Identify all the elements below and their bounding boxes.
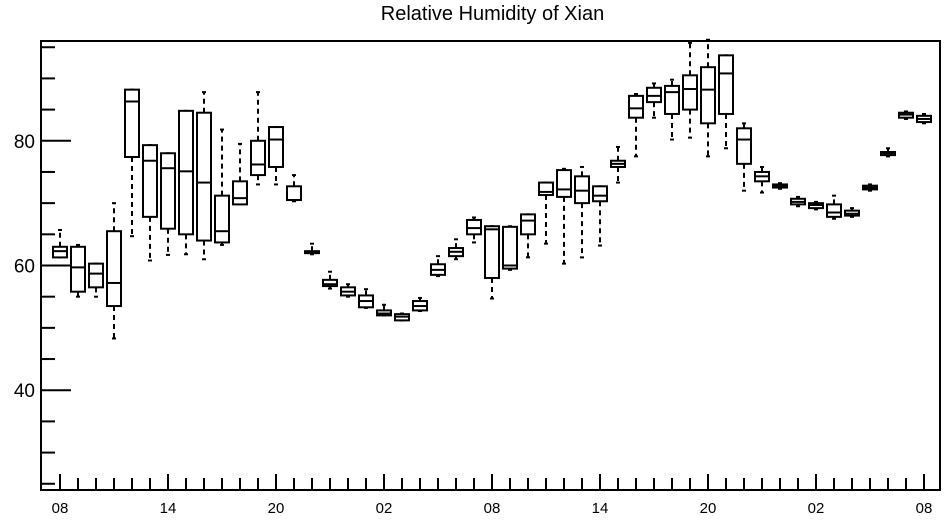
box-iqr bbox=[250, 139, 266, 177]
box-plot-item bbox=[268, 126, 284, 186]
box-iqr bbox=[106, 230, 122, 308]
box-plot-item bbox=[358, 288, 374, 309]
box-plot-item bbox=[88, 262, 104, 298]
box-iqr bbox=[196, 111, 212, 242]
box-plot-item bbox=[736, 122, 752, 192]
y-tick-label: 40 bbox=[14, 381, 35, 402]
box-plot-item bbox=[844, 207, 860, 218]
box-iqr bbox=[268, 126, 284, 168]
box-plot-item bbox=[772, 182, 788, 190]
box-plot-item bbox=[142, 144, 158, 262]
box-iqr bbox=[70, 245, 86, 293]
box-iqr bbox=[286, 185, 302, 202]
box-plot-item bbox=[394, 312, 410, 322]
box-iqr bbox=[592, 185, 608, 203]
box-series bbox=[52, 38, 932, 340]
box-plot-item bbox=[322, 270, 338, 290]
y-tick-label: 80 bbox=[14, 132, 35, 153]
box-iqr bbox=[484, 225, 500, 279]
x-tick-label: 08 bbox=[484, 500, 501, 517]
box-plot-item bbox=[700, 38, 716, 158]
box-plot-item bbox=[448, 238, 464, 261]
x-tick-label: 14 bbox=[592, 500, 609, 517]
box-iqr bbox=[322, 278, 338, 288]
box-plot-item bbox=[502, 225, 518, 271]
box-iqr bbox=[142, 144, 158, 218]
box-plot-item bbox=[610, 146, 626, 184]
box-plot-item bbox=[520, 213, 536, 259]
box-plot-item bbox=[826, 194, 842, 220]
box-iqr bbox=[700, 66, 716, 125]
box-plot-item bbox=[70, 243, 86, 298]
box-iqr bbox=[538, 181, 554, 197]
chart-title: Relative Humidity of Xian bbox=[380, 3, 605, 25]
x-tick-label: 08 bbox=[916, 500, 933, 517]
x-tick-label: 02 bbox=[808, 500, 825, 517]
box-plot-item bbox=[196, 91, 212, 261]
box-plot-item bbox=[664, 78, 680, 141]
box-plot-item bbox=[682, 41, 698, 139]
box-plot-item bbox=[430, 255, 446, 278]
box-iqr bbox=[664, 84, 680, 115]
box-plot-item bbox=[538, 181, 554, 245]
box-plot-item bbox=[556, 167, 572, 265]
box-iqr bbox=[736, 127, 752, 165]
box-plot-item bbox=[232, 142, 248, 206]
x-tick-label: 20 bbox=[268, 500, 285, 517]
y-axis: 40 60 80 bbox=[14, 46, 71, 485]
box-iqr bbox=[178, 109, 194, 236]
box-plot-item bbox=[160, 152, 176, 256]
box-plot-item bbox=[880, 147, 896, 158]
box-plot-item bbox=[214, 128, 230, 246]
x-tick-label: 08 bbox=[52, 500, 69, 517]
box-iqr bbox=[232, 180, 248, 206]
y-tick-label: 60 bbox=[14, 257, 35, 278]
box-plot-item bbox=[862, 183, 878, 192]
box-plot-item bbox=[808, 200, 824, 211]
x-tick-label: 14 bbox=[160, 500, 177, 517]
box-plot-item bbox=[286, 174, 302, 203]
box-plot-item bbox=[376, 303, 392, 317]
box-iqr bbox=[124, 88, 140, 158]
box-iqr bbox=[826, 203, 842, 218]
box-iqr bbox=[214, 194, 230, 244]
box-iqr bbox=[556, 169, 572, 198]
box-iqr bbox=[502, 225, 518, 270]
x-tick-label: 02 bbox=[376, 500, 393, 517]
box-iqr bbox=[520, 213, 536, 236]
box-iqr bbox=[682, 74, 698, 111]
box-plot-item bbox=[178, 109, 194, 256]
box-plot-item bbox=[628, 93, 644, 158]
box-plot-item bbox=[646, 82, 662, 119]
box-plot-item bbox=[106, 202, 122, 340]
box-plot-item bbox=[898, 110, 914, 120]
box-plot-item bbox=[754, 165, 770, 194]
box-iqr bbox=[628, 94, 644, 119]
box-iqr bbox=[160, 152, 176, 230]
box-plot-item bbox=[592, 185, 608, 247]
box-plot-item bbox=[466, 216, 482, 244]
box-plot-item bbox=[574, 165, 590, 259]
x-axis: 08 14 20 02 08 14 20 02 08 bbox=[52, 474, 933, 517]
box-plot-item bbox=[250, 91, 266, 186]
box-iqr bbox=[88, 262, 104, 289]
box-plot-item bbox=[52, 228, 68, 259]
box-plot-item bbox=[304, 242, 320, 256]
box-plot-item bbox=[340, 283, 356, 298]
box-plot-item bbox=[718, 54, 734, 150]
x-tick-label: 20 bbox=[700, 500, 717, 517]
box-plot-item bbox=[412, 296, 428, 313]
box-plot-item bbox=[790, 195, 806, 208]
box-plot-item bbox=[484, 225, 500, 300]
box-plot-item bbox=[916, 112, 932, 125]
box-iqr bbox=[718, 54, 734, 115]
box-plot-item bbox=[124, 88, 140, 238]
